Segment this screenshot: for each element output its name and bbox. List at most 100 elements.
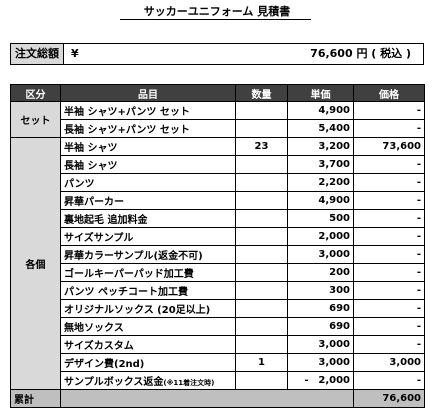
amount-cell: - (353, 155, 425, 174)
item-cell: サンプルボックス返金(※11着注文時) (60, 371, 236, 390)
qty-cell (235, 101, 288, 120)
yen-symbol: ¥ (71, 47, 79, 60)
price-cell: 690 (287, 317, 354, 336)
item-cell: ゴールキーパーパッド加工費 (60, 263, 236, 282)
table-row: セット 半袖 シャツ+パンツ セット 4,900- (10, 101, 425, 138)
quote-table: 区分 品目 数量 単価 価格 セット 半袖 シャツ+パンツ セット 4,900- 長袖… (10, 84, 425, 408)
item-name: 長袖 シャツ+パンツ セット (64, 125, 190, 136)
qty-cell: 1 (235, 353, 288, 372)
amount-cell: - (353, 335, 425, 354)
qty-cell (235, 281, 288, 300)
header-price: 単価 (287, 84, 354, 102)
price-value: 500 (329, 213, 350, 224)
item-name: サイズサンプル (64, 233, 134, 244)
order-total-box: 注文総額 ¥ 76,600 円 ( 税込 ) (10, 43, 424, 65)
price-cell: 690 (287, 299, 354, 318)
price-cell: 2,000 (287, 227, 354, 246)
item-name: サイズカスタム (64, 341, 134, 352)
price-value: 3,700 (318, 159, 350, 170)
qty-cell (235, 335, 288, 354)
item-name: パンツ (64, 179, 95, 190)
table-row: 裏地起毛 追加料金 500- (11, 209, 425, 228)
table-row: オリジナルソックス (20足以上) 690- (11, 299, 425, 318)
item-cell: 半袖 シャツ+パンツ セット (60, 101, 236, 120)
price-cell: 3,200 (287, 137, 354, 156)
item-name: 長袖 シャツ (64, 161, 118, 172)
header-item: 品目 (60, 84, 236, 102)
price-prefix: - (304, 375, 309, 386)
table-row: サイズカスタム 3,000- (11, 335, 425, 354)
item-cell: 長袖 シャツ (60, 155, 236, 174)
item-note: (※11着注文時) (163, 379, 215, 387)
header-category: 区分 (10, 84, 61, 102)
amount-cell: - (353, 173, 425, 192)
price-value: 3,200 (318, 141, 350, 152)
amount-cell: 3,000 (353, 353, 425, 372)
qty-cell (235, 227, 288, 246)
qty-cell (235, 263, 288, 282)
qty-cell (235, 317, 288, 336)
qty-cell (235, 299, 288, 318)
price-cell: 3,000 (287, 335, 354, 354)
amount-cell: - (353, 101, 425, 120)
category-cell: セット (10, 101, 61, 138)
table-row: パンツ 2,200- (11, 173, 425, 192)
price-cell: 200 (287, 263, 354, 282)
table-row: 昇華カラーサンプル(返金不可) 3,000- (11, 245, 425, 264)
price-value: 3,000 (318, 339, 350, 350)
amount-cell: - (353, 263, 425, 282)
item-cell: 半袖 シャツ (60, 137, 236, 156)
price-value: 3,000 (318, 357, 350, 368)
price-cell: 300 (287, 281, 354, 300)
price-cell: -2,000 (287, 371, 354, 390)
item-name: 半袖 シャツ+パンツ セット (64, 107, 190, 118)
amount-cell: - (353, 299, 425, 318)
table-row: サイズサンプル 2,000- (11, 227, 425, 246)
price-cell: 3,000 (287, 353, 354, 372)
price-cell: 5,400 (287, 119, 354, 138)
price-value: 4,900 (318, 105, 350, 116)
qty-cell (235, 209, 288, 228)
item-name: 裏地起毛 追加料金 (64, 215, 148, 226)
item-name: サンプルボックス返金 (64, 377, 164, 388)
item-cell: デザイン費(2nd) (60, 353, 236, 372)
item-cell: オリジナルソックス (20足以上) (60, 299, 236, 318)
item-name: デザイン費(2nd) (64, 359, 145, 370)
item-cell: パンツ ペッチコート加工費 (60, 281, 236, 300)
price-value: 4,900 (318, 195, 350, 206)
table-row: パンツ ペッチコート加工費 300- (11, 281, 425, 300)
amount-cell: - (353, 227, 425, 246)
price-value: 200 (329, 267, 350, 278)
header-amount: 価格 (353, 84, 425, 102)
item-cell: サイズサンプル (60, 227, 236, 246)
table-row: 長袖 シャツ 3,700- (11, 155, 425, 174)
item-name: 半袖 シャツ (64, 143, 118, 154)
price-value: 5,400 (318, 123, 350, 134)
sum-label: 累計 (10, 389, 61, 408)
price-value: 690 (329, 321, 350, 332)
qty-cell (235, 173, 288, 192)
table-row: 昇華パーカー 4,900- (11, 191, 425, 210)
amount-cell: - (353, 191, 425, 210)
amount-cell: - (353, 281, 425, 300)
price-value: 690 (329, 303, 350, 314)
sum-row: 累計 76,600 (10, 389, 425, 408)
item-name: パンツ ペッチコート加工費 (64, 287, 188, 298)
table-row: 各個 半袖 シャツ 23 3,200 73,600 (10, 137, 425, 390)
qty-cell (235, 119, 288, 138)
price-cell: 3,000 (287, 245, 354, 264)
price-cell: 4,900 (287, 191, 354, 210)
item-name: ゴールキーパーパッド加工費 (64, 269, 194, 280)
amount-cell: - (353, 371, 425, 390)
qty-cell (235, 191, 288, 210)
item-cell: 裏地起毛 追加料金 (60, 209, 236, 228)
item-name: 昇華カラーサンプル(返金不可) (64, 251, 203, 262)
item-cell: 無地ソックス (60, 317, 236, 336)
price-cell: 4,900 (287, 101, 354, 120)
amount-cell: - (353, 209, 425, 228)
table-row: ゴールキーパーパッド加工費 200- (11, 263, 425, 282)
item-name: オリジナルソックス (20足以上) (64, 305, 211, 316)
title-underline (120, 19, 311, 20)
amount-cell: 73,600 (353, 137, 425, 156)
table-header-row: 区分 品目 数量 単価 価格 (10, 84, 425, 102)
